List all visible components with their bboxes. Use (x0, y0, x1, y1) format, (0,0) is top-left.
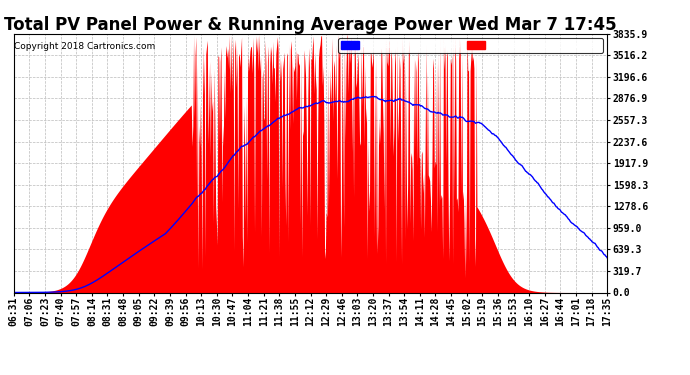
Legend: Average  (DC Watts), PV Panels  (DC Watts): Average (DC Watts), PV Panels (DC Watts) (338, 38, 602, 53)
Title: Total PV Panel Power & Running Average Power Wed Mar 7 17:45: Total PV Panel Power & Running Average P… (4, 16, 617, 34)
Text: Copyright 2018 Cartronics.com: Copyright 2018 Cartronics.com (14, 42, 156, 51)
